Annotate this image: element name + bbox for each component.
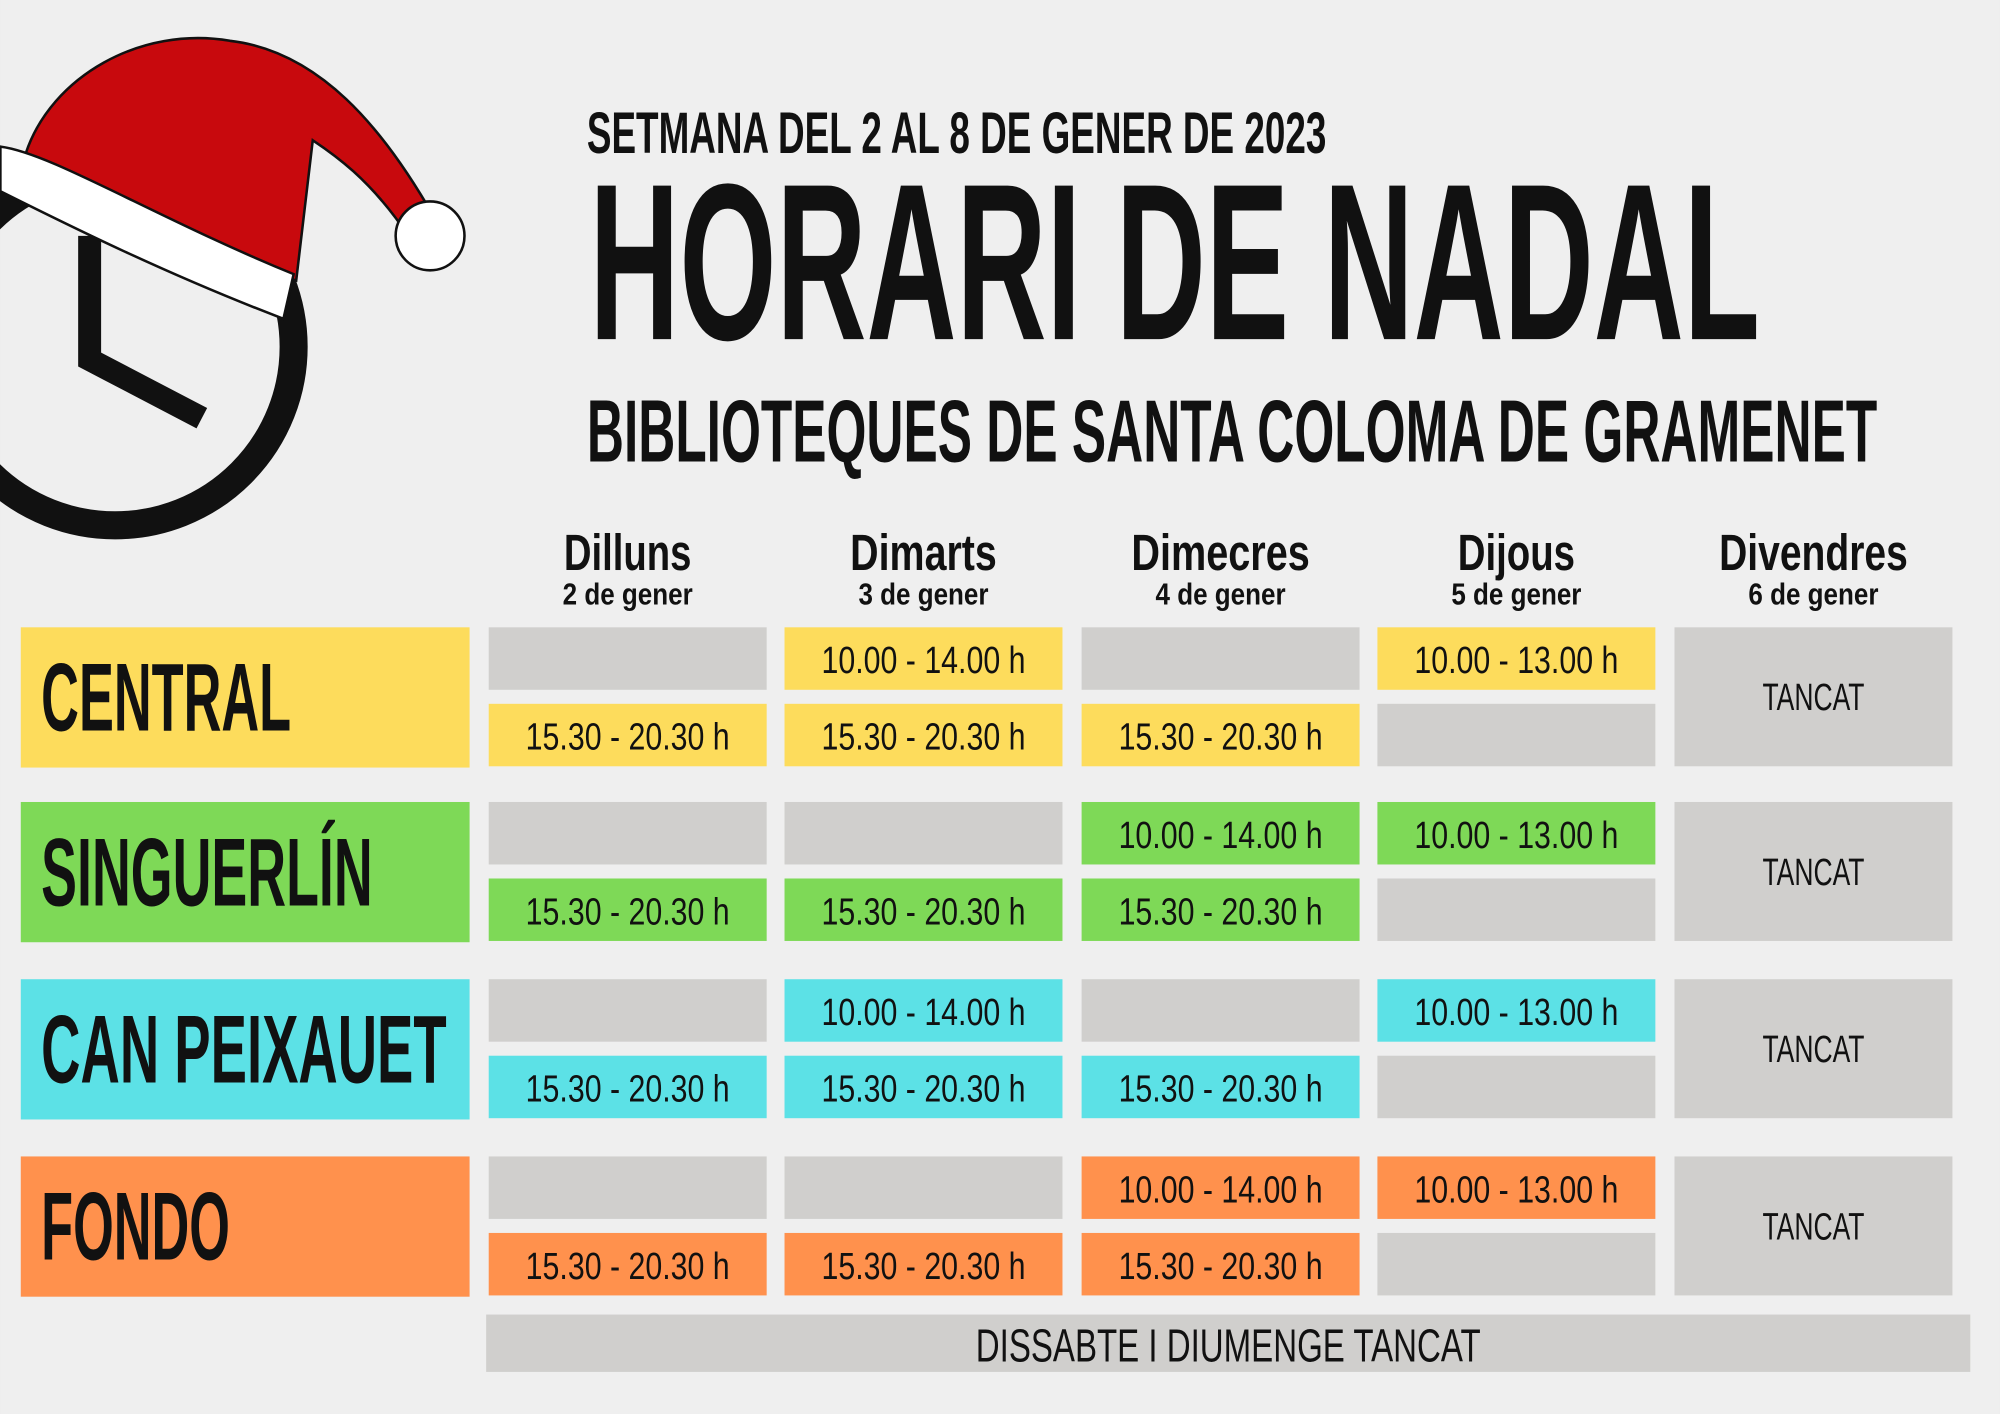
schedule-cell bbox=[784, 878, 1063, 941]
schedule-time: 10.00 - 14.00 h bbox=[821, 991, 1025, 1034]
schedule-time: 10.00 - 14.00 h bbox=[1119, 814, 1323, 857]
schedule-time: 10.00 - 13.00 h bbox=[1414, 991, 1618, 1034]
organization: BIBLIOTEQUES DE SANTA COLOMA DE GRAMENET bbox=[587, 382, 1877, 481]
library-name: SINGUERLÍN bbox=[41, 817, 373, 926]
library-label-box bbox=[20, 801, 470, 943]
schedule-cell bbox=[1081, 801, 1360, 865]
day-date: 3 de gener bbox=[858, 577, 988, 611]
schedule-time: 15.30 - 20.30 h bbox=[1119, 1245, 1323, 1288]
day-date: 6 de gener bbox=[1748, 577, 1878, 611]
schedule-cell bbox=[1081, 627, 1360, 690]
day-date: 5 de gener bbox=[1451, 577, 1581, 611]
schedule-time: 10.00 - 13.00 h bbox=[1414, 814, 1618, 857]
schedule-time: 15.30 - 20.30 h bbox=[821, 716, 1025, 759]
schedule-cell bbox=[1377, 878, 1656, 941]
closed-text: TANCAT bbox=[1762, 676, 1864, 719]
schedule-cell bbox=[488, 1055, 767, 1119]
schedule-time: 10.00 - 14.00 h bbox=[1119, 1168, 1323, 1211]
schedule-cell bbox=[488, 627, 767, 690]
closed-cell bbox=[1674, 801, 1953, 941]
schedule-time: 15.30 - 20.30 h bbox=[1119, 1068, 1323, 1111]
schedule-cell bbox=[784, 627, 1063, 690]
library-label-box bbox=[20, 979, 470, 1120]
schedule-cell bbox=[784, 1232, 1063, 1296]
schedule-time: 15.30 - 20.30 h bbox=[526, 1245, 730, 1288]
schedule-time: 15.30 - 20.30 h bbox=[526, 716, 730, 759]
title: HORARI DE NADAL bbox=[589, 138, 1759, 387]
subtitle: SETMANA DEL 2 AL 8 DE GENER DE 2023 bbox=[587, 101, 1327, 166]
schedule-cell bbox=[784, 979, 1063, 1042]
schedule-cell bbox=[1081, 1156, 1360, 1219]
schedule-time: 15.30 - 20.30 h bbox=[526, 890, 730, 933]
schedule-cell bbox=[488, 801, 767, 865]
day-name: Dimecres bbox=[1131, 524, 1310, 581]
schedule-cell bbox=[1377, 1232, 1656, 1296]
schedule-cell bbox=[1377, 801, 1656, 865]
day-name: Divendres bbox=[1719, 524, 1908, 581]
schedule-time: 15.30 - 20.30 h bbox=[526, 1068, 730, 1111]
closed-cell bbox=[1674, 627, 1953, 767]
schedule-cell bbox=[784, 801, 1063, 865]
day-name: Dijous bbox=[1458, 524, 1575, 581]
schedule-cell bbox=[784, 1055, 1063, 1119]
clock-hands bbox=[78, 235, 208, 429]
schedule-time: 15.30 - 20.30 h bbox=[1119, 716, 1323, 759]
schedule-cell bbox=[1081, 1232, 1360, 1296]
day-date: 2 de gener bbox=[563, 577, 693, 611]
library-name: CENTRAL bbox=[41, 643, 291, 752]
closed-text: TANCAT bbox=[1762, 1028, 1864, 1071]
library-label-box bbox=[20, 1156, 470, 1297]
schedule-time: 15.30 - 20.30 h bbox=[1119, 890, 1323, 933]
schedule-cell bbox=[1081, 878, 1360, 941]
schedule-cell bbox=[784, 1156, 1063, 1219]
schedule-time: 15.30 - 20.30 h bbox=[821, 890, 1025, 933]
schedule-cell bbox=[488, 1232, 767, 1296]
schedule-cell bbox=[488, 1156, 767, 1219]
schedule-cell bbox=[1377, 627, 1656, 690]
hat-pompom bbox=[394, 200, 466, 272]
closed-text: TANCAT bbox=[1762, 851, 1864, 894]
schedule-cell bbox=[1377, 1156, 1656, 1219]
library-name: CAN PEIXAUET bbox=[41, 994, 446, 1103]
library-label-box bbox=[20, 627, 470, 768]
day-date: 4 de gener bbox=[1156, 577, 1286, 611]
schedule-time: 10.00 - 13.00 h bbox=[1414, 1168, 1618, 1211]
day-name: Dilluns bbox=[564, 524, 692, 581]
schedule-cell bbox=[1377, 703, 1656, 767]
hat-fur bbox=[0, 145, 296, 321]
schedule-cell bbox=[1081, 703, 1360, 767]
footer-bar bbox=[486, 1314, 1971, 1372]
closed-cell bbox=[1674, 1156, 1953, 1296]
schedule-time: 15.30 - 20.30 h bbox=[821, 1245, 1025, 1288]
library-name: FONDO bbox=[41, 1172, 230, 1281]
schedule-cell bbox=[1377, 979, 1656, 1042]
schedule-time: 15.30 - 20.30 h bbox=[821, 1068, 1025, 1111]
schedule-time: 10.00 - 13.00 h bbox=[1414, 639, 1618, 682]
schedule-time: 10.00 - 14.00 h bbox=[821, 639, 1025, 682]
schedule-cell bbox=[1081, 1055, 1360, 1119]
schedule-cell bbox=[784, 703, 1063, 767]
schedule-cell bbox=[1377, 1055, 1656, 1119]
closed-cell bbox=[1674, 979, 1953, 1119]
day-name: Dimarts bbox=[850, 524, 997, 581]
closed-text: TANCAT bbox=[1762, 1205, 1864, 1248]
schedule-cell bbox=[1081, 979, 1360, 1042]
footer-text: DISSABTE I DIUMENGE TANCAT bbox=[976, 1320, 1481, 1372]
schedule-cell bbox=[488, 703, 767, 767]
schedule-cell bbox=[488, 979, 767, 1042]
schedule-cell bbox=[488, 878, 767, 941]
